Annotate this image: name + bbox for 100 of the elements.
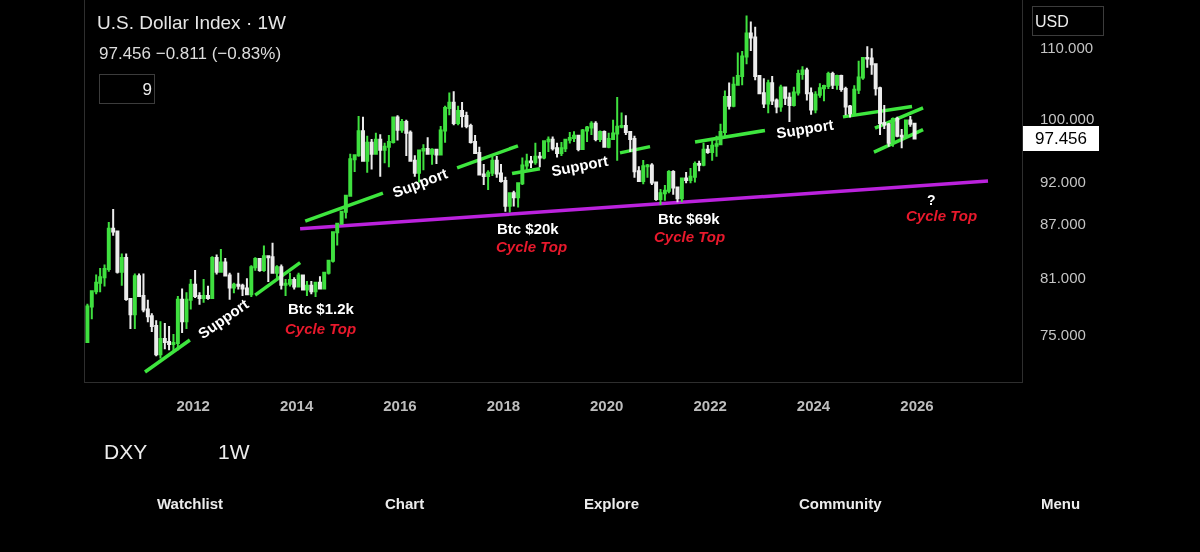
candlestick bbox=[119, 252, 124, 287]
candlestick bbox=[679, 176, 684, 204]
candlestick bbox=[313, 280, 318, 298]
candlestick bbox=[378, 133, 383, 178]
annotation: Cycle Top bbox=[496, 238, 568, 255]
candlestick bbox=[456, 104, 461, 127]
candlestick bbox=[296, 271, 301, 289]
candlestick bbox=[317, 275, 322, 291]
text: Explore bbox=[584, 495, 640, 512]
candlestick bbox=[602, 129, 607, 149]
candlestick bbox=[301, 274, 305, 292]
candlestick bbox=[835, 73, 839, 91]
candlestick bbox=[615, 95, 620, 162]
x-tick-label: 2012 bbox=[176, 397, 210, 414]
text: DXY bbox=[104, 440, 148, 463]
candlestick bbox=[365, 134, 370, 174]
x-tick-label: 2022 bbox=[693, 397, 727, 414]
annotation: Btc $1.2k bbox=[288, 300, 355, 317]
annotation: 9 bbox=[142, 79, 152, 99]
y-tick-label: 81.000 bbox=[1040, 268, 1086, 286]
candlestick bbox=[542, 139, 546, 161]
candlestick bbox=[697, 159, 702, 173]
candlestick bbox=[494, 155, 499, 179]
candlestick bbox=[559, 140, 564, 158]
candlestick bbox=[210, 255, 215, 300]
y-tick-label: 92.000 bbox=[1040, 172, 1086, 190]
candlestick bbox=[244, 277, 249, 296]
candlestick bbox=[572, 130, 576, 143]
candlestick bbox=[180, 287, 185, 335]
candlestick bbox=[580, 127, 585, 151]
candlestick bbox=[632, 134, 637, 179]
candlestick bbox=[766, 78, 771, 115]
candlestick bbox=[214, 253, 219, 276]
text: Community bbox=[799, 495, 883, 512]
annotation: ? bbox=[927, 192, 936, 208]
candlestick bbox=[167, 325, 172, 352]
candlestick bbox=[434, 147, 439, 165]
text: Watchlist bbox=[157, 495, 224, 512]
annotation: Support bbox=[775, 115, 835, 142]
candlestick bbox=[451, 90, 456, 127]
candlestick bbox=[132, 272, 137, 331]
candlestick bbox=[830, 70, 835, 90]
candlestick bbox=[705, 144, 710, 155]
y-tick-label: 75.000 bbox=[1040, 326, 1086, 344]
candlestick bbox=[576, 134, 581, 153]
candlestick bbox=[727, 81, 732, 111]
candlestick bbox=[430, 147, 435, 166]
candlestick bbox=[304, 279, 309, 298]
y-tick-label: 87.000 bbox=[1040, 214, 1086, 232]
candlestick bbox=[292, 276, 297, 291]
candlestick bbox=[692, 160, 697, 184]
candlestick bbox=[533, 141, 538, 166]
text: 97.456 −0.811 (−0.83%) bbox=[99, 44, 282, 63]
candlestick bbox=[261, 244, 266, 273]
candlestick bbox=[162, 322, 167, 351]
x-tick-label: 2016 bbox=[383, 397, 417, 414]
candlestick bbox=[395, 114, 400, 142]
text: 97.456 bbox=[1035, 129, 1087, 148]
candlestick bbox=[404, 118, 409, 158]
candlestick bbox=[529, 155, 533, 169]
annotation: Btc $69k bbox=[658, 210, 721, 227]
text: Chart bbox=[385, 495, 425, 512]
candlestick bbox=[507, 191, 512, 214]
x-tick-label: 2018 bbox=[486, 397, 521, 414]
candlestick bbox=[218, 248, 223, 273]
text: 1W bbox=[218, 440, 250, 463]
candlestick bbox=[658, 188, 663, 206]
candlestick bbox=[460, 101, 465, 129]
candlestick bbox=[373, 131, 378, 156]
annotation: Cycle Top bbox=[906, 207, 978, 224]
annotation: Support bbox=[549, 151, 610, 180]
candlestick bbox=[425, 136, 430, 156]
annotation: Btc $20k bbox=[497, 220, 560, 237]
candlestick bbox=[684, 170, 689, 185]
annotation: Cycle Top bbox=[654, 228, 726, 245]
candlestick bbox=[206, 284, 210, 301]
x-tick-label: 2014 bbox=[279, 397, 314, 414]
candlestick bbox=[511, 189, 516, 208]
candlestick bbox=[641, 158, 646, 186]
text: U.S. Dollar Index · 1W bbox=[97, 11, 287, 33]
candlestick bbox=[274, 264, 279, 281]
x-tick-label: 2026 bbox=[900, 397, 934, 414]
candlestick bbox=[98, 267, 103, 294]
text: USD bbox=[1035, 12, 1069, 30]
candlestick bbox=[257, 257, 262, 273]
candlestick bbox=[231, 281, 236, 295]
candlestick bbox=[593, 120, 598, 143]
text: Menu bbox=[1041, 495, 1081, 512]
candlestick bbox=[778, 83, 783, 113]
annotation: Cycle Top bbox=[285, 320, 357, 337]
candlestick bbox=[369, 137, 374, 171]
x-tick-label: 2020 bbox=[590, 397, 624, 414]
candlestick bbox=[361, 115, 365, 163]
candlestick bbox=[399, 118, 404, 134]
candlestick bbox=[537, 151, 542, 169]
candlestick bbox=[279, 263, 284, 291]
y-tick-label: 110.000 bbox=[1040, 38, 1094, 56]
candlestick bbox=[761, 77, 766, 109]
candlestick bbox=[688, 166, 693, 185]
candlestick bbox=[309, 279, 314, 296]
